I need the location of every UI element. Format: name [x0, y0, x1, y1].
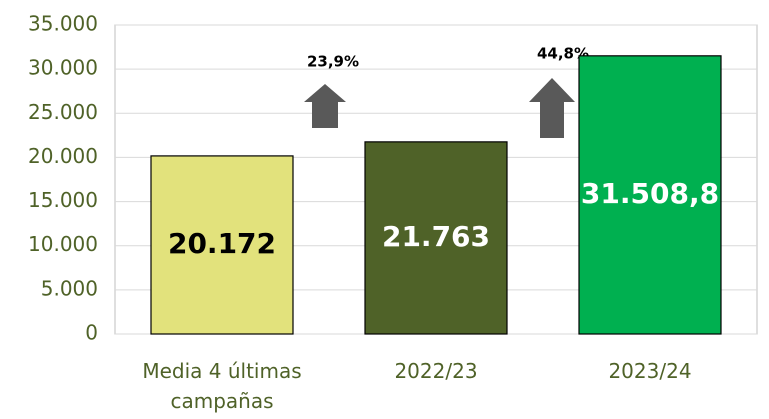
annotation: 23,9%: [307, 53, 359, 71]
y-tick-label: 20.000: [28, 144, 98, 168]
annotation: 44,8%: [537, 45, 589, 63]
arrow: [304, 84, 346, 128]
y-tick-label: 15.000: [28, 188, 98, 212]
value-label: 31.508,8: [581, 177, 719, 210]
bar: [150, 155, 294, 335]
x-tick-label: 2023/24: [608, 359, 692, 383]
y-tick-label: 0: [85, 321, 98, 345]
arrow: [529, 78, 575, 138]
x-tick-label: Media 4 últimas campañas: [142, 359, 302, 413]
bar: [364, 141, 508, 335]
value-label: 20.172: [168, 227, 276, 260]
y-tick-label: 25.000: [28, 100, 98, 124]
y-tick-label: 30.000: [28, 56, 98, 80]
bar: [578, 55, 722, 335]
x-tick-label: 2022/23: [394, 359, 478, 383]
y-tick-label: 5.000: [41, 276, 98, 300]
y-tick-label: 10.000: [28, 232, 98, 256]
value-label: 21.763: [382, 220, 490, 253]
y-tick-label: 35.000: [28, 12, 98, 36]
